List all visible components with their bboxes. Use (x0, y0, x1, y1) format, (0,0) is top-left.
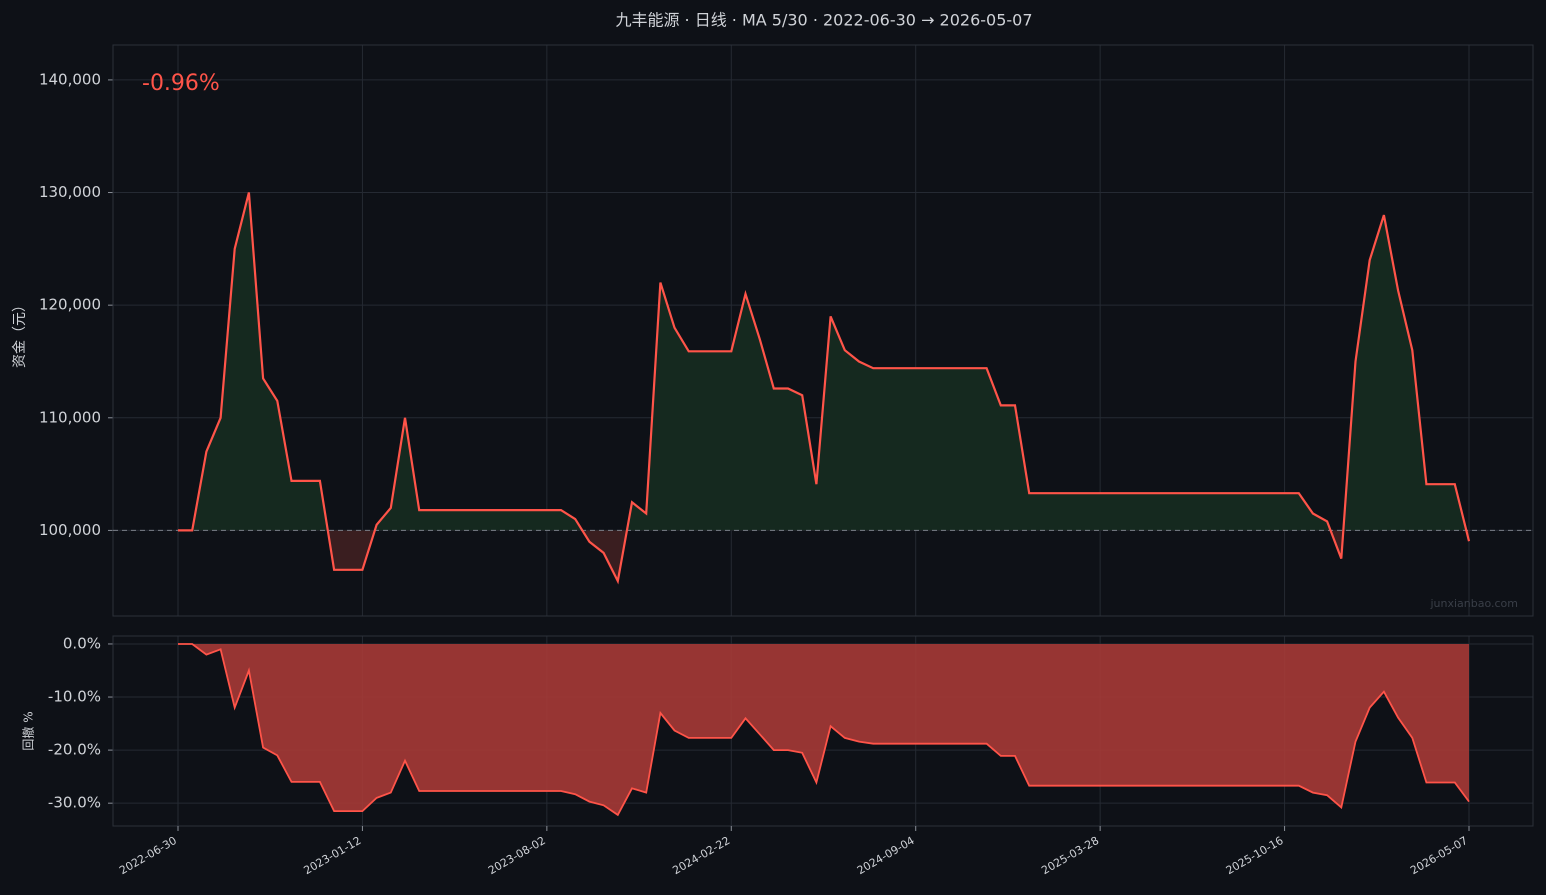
equity-line (178, 192, 1471, 585)
y-tick-label: 110,000 (39, 408, 101, 426)
y-tick-label: 120,000 (39, 296, 101, 314)
plot-frame (112, 635, 1534, 827)
chart-title: 九丰能源 · 日线 · MA 5/30 · 2022-06-30 → 2026-… (615, 11, 1032, 30)
y-tick-label: 140,000 (39, 70, 101, 88)
y-axis-label: 资金（元） (12, 298, 28, 368)
watermark: junxianbao.com (1429, 597, 1518, 610)
plot-frame (112, 44, 1534, 617)
y-tick-label: 130,000 (39, 183, 101, 201)
annotation: -0.96% (142, 71, 220, 96)
y-tick-label: -10.0% (48, 688, 101, 706)
drawdown-line (178, 643, 1470, 817)
loss-area (327, 530, 1469, 582)
y-tick-label: 100,000 (39, 521, 101, 539)
y-tick-label: -20.0% (48, 741, 101, 759)
y-tick-label: 0.0% (63, 634, 101, 652)
y-axis-label: 回撤 % (21, 711, 36, 750)
gain-area (178, 192, 1469, 531)
y-tick-label: -30.0% (48, 794, 101, 812)
drawdown-area (178, 643, 1469, 815)
